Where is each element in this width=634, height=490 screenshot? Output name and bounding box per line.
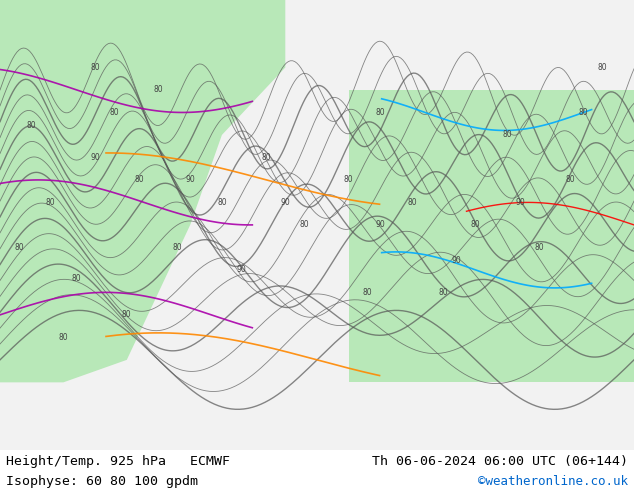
Text: 90: 90	[236, 266, 246, 274]
Text: 80: 80	[299, 220, 309, 229]
Text: 90: 90	[90, 153, 100, 162]
Polygon shape	[349, 90, 634, 382]
Text: 80: 80	[134, 175, 145, 184]
Text: 90: 90	[375, 220, 385, 229]
Text: 80: 80	[122, 310, 132, 319]
Text: 80: 80	[153, 85, 164, 95]
Text: 80: 80	[566, 175, 576, 184]
Text: 80: 80	[502, 130, 512, 140]
Text: ©weatheronline.co.uk: ©weatheronline.co.uk	[477, 475, 628, 488]
Text: Height/Temp. 925 hPa   ECMWF: Height/Temp. 925 hPa ECMWF	[6, 455, 230, 467]
Text: 90: 90	[280, 198, 290, 207]
Text: 80: 80	[363, 288, 373, 297]
Text: 80: 80	[217, 198, 227, 207]
Text: 80: 80	[470, 220, 481, 229]
Text: 80: 80	[534, 243, 544, 252]
Text: 80: 80	[109, 108, 119, 117]
Text: 80: 80	[14, 243, 24, 252]
Text: 80: 80	[344, 175, 354, 184]
Text: Th 06-06-2024 06:00 UTC (06+144): Th 06-06-2024 06:00 UTC (06+144)	[372, 455, 628, 467]
Text: 80: 80	[578, 108, 588, 117]
Text: 80: 80	[597, 63, 607, 72]
Polygon shape	[0, 0, 285, 382]
Text: 90: 90	[451, 256, 462, 266]
Text: 80: 80	[71, 274, 81, 283]
Text: 80: 80	[407, 198, 417, 207]
Text: Isophyse: 60 80 100 gpdm: Isophyse: 60 80 100 gpdm	[6, 475, 198, 488]
Text: 80: 80	[27, 122, 37, 130]
Text: 90: 90	[185, 175, 195, 184]
Text: 80: 80	[261, 153, 271, 162]
Text: 80: 80	[46, 198, 56, 207]
Text: 80: 80	[172, 243, 183, 252]
Text: 90: 90	[515, 198, 525, 207]
Text: 80: 80	[58, 333, 68, 342]
Text: 80: 80	[375, 108, 385, 117]
Text: 80: 80	[439, 288, 449, 297]
Text: 80: 80	[90, 63, 100, 72]
